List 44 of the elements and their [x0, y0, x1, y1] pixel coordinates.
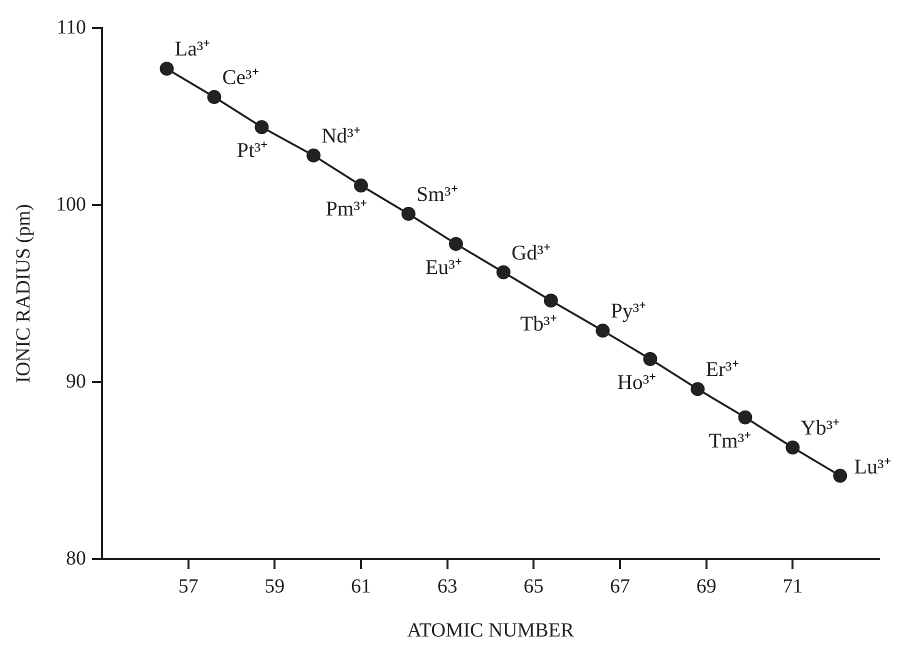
x-tick-label: 63 — [437, 575, 458, 598]
annotation: Sm³⁺ — [416, 182, 458, 206]
annotation: Nd³⁺ — [322, 123, 360, 148]
x-tick-label: 59 — [264, 575, 285, 598]
y-tick-label: 110 — [56, 16, 86, 38]
x-tick-label: 67 — [610, 575, 630, 598]
point — [544, 294, 558, 308]
annotation: La³⁺ — [174, 36, 210, 61]
annotation: Tb³⁺ — [520, 312, 557, 336]
point — [496, 265, 510, 280]
annotation: Pt³⁺ — [236, 138, 268, 162]
annotation: Gd³⁺ — [511, 240, 550, 264]
y-axis-title: IONIC RADIUS (pm) — [12, 204, 34, 383]
x-tick-label: 57 — [178, 575, 198, 598]
annotation: Yb³⁺ — [800, 416, 840, 440]
annotation: Ho³⁺ — [617, 370, 656, 394]
point — [401, 206, 416, 221]
y-tick-label: 80 — [66, 547, 86, 570]
x-axis-title: ATOMIC NUMBER — [407, 619, 575, 642]
x-tick-label: 71 — [782, 575, 803, 598]
point — [596, 324, 610, 338]
annotation: Er³⁺ — [706, 357, 739, 382]
point — [643, 352, 658, 366]
annotation: Lu³⁺ — [854, 454, 891, 478]
point — [738, 410, 752, 424]
annotation: Ce³⁺ — [222, 65, 259, 90]
x-tick-label: 61 — [351, 575, 371, 598]
point — [306, 148, 321, 162]
y-tick-label: 90 — [66, 370, 86, 392]
annotation: Py³⁺ — [610, 298, 646, 323]
annotation: Eu³⁺ — [425, 254, 462, 279]
annotation: Pm³⁺ — [326, 196, 367, 221]
annotation: Tm³⁺ — [708, 428, 752, 452]
x-tick-label: 69 — [696, 575, 716, 598]
point — [786, 440, 800, 454]
point — [833, 468, 848, 483]
point — [160, 62, 174, 76]
point — [207, 90, 222, 104]
point — [254, 120, 269, 134]
x-tick-label: 65 — [524, 575, 544, 598]
y-tick-label: 100 — [56, 193, 86, 216]
point — [354, 178, 368, 193]
point — [690, 382, 705, 396]
point — [448, 236, 463, 251]
